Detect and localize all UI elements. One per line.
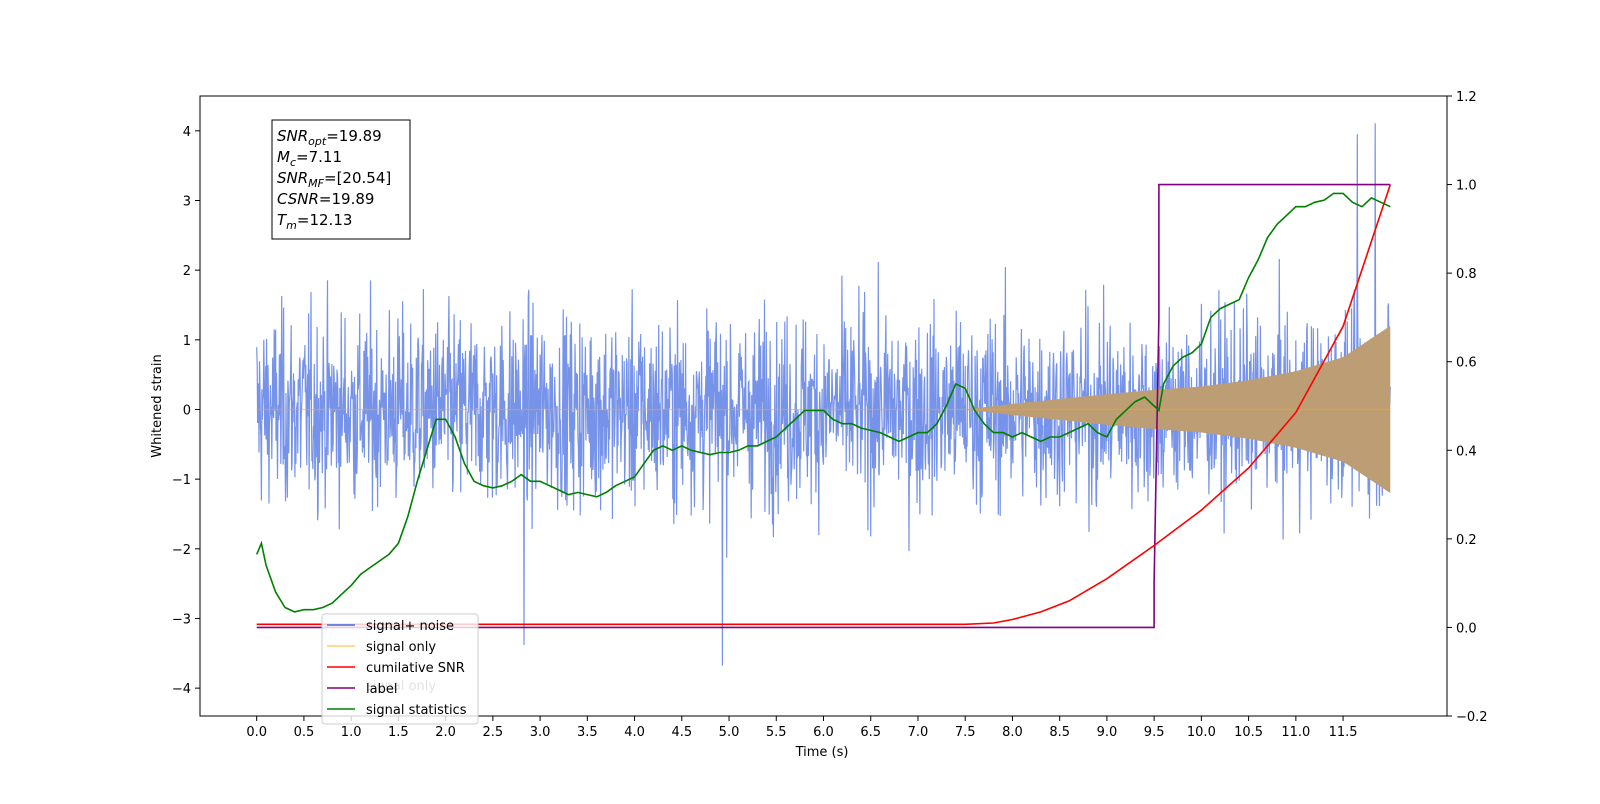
y-tick-label: 4 (183, 125, 191, 140)
y-tick-label: 3 (183, 194, 191, 209)
legend-label: cumilative SNR (366, 661, 465, 676)
x-tick-label: 0.0 (246, 725, 267, 740)
x-tick-label: 10.0 (1187, 725, 1216, 740)
x-tick-label: 10.5 (1234, 725, 1263, 740)
x-tick-label: 7.0 (908, 725, 929, 740)
y-tick-label: 1 (183, 334, 191, 349)
info-value: =19.89 (326, 127, 382, 145)
y-tick-label: −1 (172, 473, 191, 488)
y-tick-label: 0 (183, 403, 191, 418)
x-axis-label: Time (s) (795, 745, 849, 760)
y2-axis-ticks: 1.2 1.0 0.8 0.6 0.4 0.2 0.0 −0.2 (1447, 90, 1488, 725)
x-tick-label: 11.5 (1329, 725, 1358, 740)
x-tick-label: 7.5 (955, 725, 976, 740)
x-tick-label: 5.5 (766, 725, 787, 740)
info-value: =[20.54] (324, 169, 391, 187)
signal-only-layer (256, 325, 1391, 494)
x-tick-label: 1.5 (388, 725, 409, 740)
y-tick-label: −4 (172, 682, 191, 697)
x-tick-label: 4.5 (671, 725, 692, 740)
x-tick-label: 5.0 (719, 725, 740, 740)
x-tick-label: 8.5 (1049, 725, 1070, 740)
y2-tick-label: 0.2 (1456, 533, 1477, 548)
info-symbol: SNR (277, 169, 308, 187)
info-value: =12.13 (297, 211, 353, 229)
y2-tick-label: −0.2 (1456, 710, 1488, 725)
x-tick-label: 9.0 (1097, 725, 1118, 740)
legend-label: signal+ noise (366, 619, 454, 634)
series-signal-noise-line (256, 123, 1391, 666)
x-tick-label: 2.0 (435, 725, 456, 740)
y2-tick-label: 1.2 (1456, 90, 1477, 105)
legend-label: signal statistics (366, 703, 467, 718)
info-symbol: M (277, 148, 290, 166)
y2-tick-label: 0.6 (1456, 356, 1477, 371)
x-tick-label: 4.0 (624, 725, 645, 740)
series-label-line (256, 183, 1391, 629)
info-line: SNRopt=19.89 (277, 127, 382, 148)
y2-tick-label: 1.0 (1456, 179, 1477, 194)
info-box: SNRopt=19.89Mc=7.11SNRMF=[20.54]CSNR=19.… (271, 119, 411, 240)
x-tick-label: 0.5 (294, 725, 315, 740)
info-value: =19.89 (319, 190, 375, 208)
y-axis-label: Whitened strain (150, 354, 165, 457)
legend-label: label (366, 682, 397, 697)
series-signal-statistics-line (255, 192, 1391, 613)
legend-label: signal only (366, 640, 436, 655)
x-tick-label: 1.0 (341, 725, 362, 740)
info-symbol: CSNR (277, 190, 319, 208)
info-box-frame (271, 119, 411, 240)
info-symbol: SNR (277, 127, 308, 145)
series-cumulative-snr-line (256, 184, 1392, 626)
info-subscript: m (286, 219, 297, 232)
legend-box (321, 613, 479, 725)
info-line: Tm=12.13 (277, 211, 352, 232)
x-tick-label: 8.0 (1002, 725, 1023, 740)
y-tick-label: −3 (172, 612, 191, 627)
y-tick-label: −2 (172, 543, 191, 558)
y2-tick-label: 0.4 (1456, 444, 1477, 459)
y-axis-ticks: 4 3 2 1 0 −1 −2 −3 −4 (172, 125, 200, 697)
y-tick-label: 2 (183, 264, 191, 279)
info-line: SNRMF=[20.54] (277, 169, 391, 190)
x-tick-label: 2.5 (483, 725, 504, 740)
x-tick-label: 6.0 (813, 725, 834, 740)
y2-tick-label: 0.0 (1456, 621, 1477, 636)
info-value: =7.11 (296, 148, 342, 166)
x-tick-label: 3.0 (530, 725, 551, 740)
signal-noise-layer (256, 123, 1391, 666)
x-tick-label: 9.5 (1144, 725, 1165, 740)
x-tick-label: 11.0 (1281, 725, 1310, 740)
x-tick-label: 6.5 (860, 725, 881, 740)
info-subscript: MF (308, 177, 324, 190)
info-line: Mc=7.11 (277, 148, 342, 169)
x-axis-ticks: 0.0 0.5 1.0 1.5 2.0 2.5 3.0 3.5 4.0 4.5 5.0 5.5 6.0 6… (246, 716, 1358, 740)
x-tick-label: 3.5 (577, 725, 598, 740)
info-subscript: opt (308, 135, 327, 148)
info-symbol: T (277, 211, 288, 229)
info-line: CSNR=19.89 (277, 190, 374, 208)
curve-layer (255, 183, 1392, 629)
info-subscript: c (290, 156, 296, 169)
y2-tick-label: 0.8 (1456, 267, 1477, 282)
